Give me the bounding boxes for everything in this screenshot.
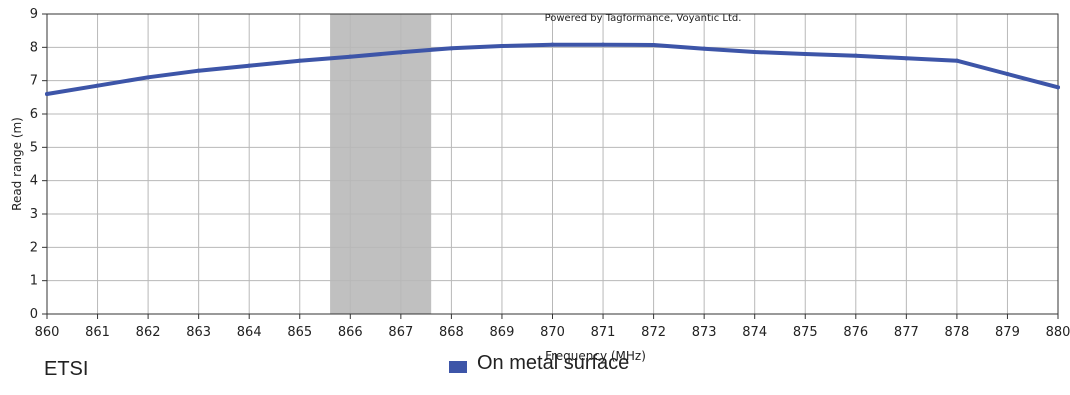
data-point: [954, 58, 959, 63]
data-point: [449, 46, 454, 51]
x-tick-label: 866: [338, 325, 363, 340]
data-point: [348, 54, 353, 59]
y-tick-label: 5: [30, 140, 38, 155]
x-tick-label: 880: [1046, 325, 1070, 340]
data-point: [196, 68, 201, 73]
y-tick-label: 0: [30, 307, 38, 322]
data-point: [45, 92, 49, 96]
y-tick-label: 7: [30, 74, 38, 89]
x-tick-label: 861: [85, 325, 110, 340]
x-tick-label: 865: [287, 325, 312, 340]
data-point: [853, 53, 858, 58]
etsi-band: [330, 14, 432, 314]
legend: On metal surface: [449, 352, 629, 375]
x-tick-label: 871: [591, 325, 616, 340]
y-tick-label: 6: [30, 107, 38, 122]
x-tick-label: 872: [641, 325, 666, 340]
x-tick-label: 877: [894, 325, 919, 340]
x-tick-label: 876: [843, 325, 868, 340]
y-tick-label: 3: [30, 207, 38, 222]
data-point: [752, 50, 757, 54]
x-tick-label: 873: [692, 325, 717, 340]
data-point: [601, 42, 606, 47]
band-label: ETSI: [44, 358, 89, 380]
x-tick-label: 878: [944, 325, 969, 340]
x-tick-label: 867: [388, 325, 413, 340]
data-point: [398, 50, 403, 55]
data-point: [95, 83, 100, 88]
data-point: [651, 43, 656, 47]
data-point: [904, 56, 909, 61]
x-tick-label: 874: [742, 325, 767, 340]
x-tick-label: 870: [540, 325, 565, 340]
y-tick-label: 4: [30, 174, 38, 189]
x-tick-label: 875: [793, 325, 818, 340]
data-point: [247, 63, 252, 68]
data-point: [297, 58, 302, 63]
y-axis-title: Read range (m): [10, 117, 24, 211]
data-point: [1005, 72, 1010, 76]
x-tick-label: 868: [439, 325, 464, 340]
data-point: [146, 75, 151, 80]
y-tick-label: 8: [30, 40, 38, 55]
y-tick-label: 9: [30, 7, 38, 22]
data-point: [702, 46, 707, 51]
x-tick-label: 864: [237, 325, 262, 340]
x-tick-label: 863: [186, 325, 211, 340]
data-point: [499, 44, 504, 48]
x-tick-label: 879: [995, 325, 1020, 340]
data-point: [550, 42, 555, 47]
legend-label: On metal surface: [477, 352, 630, 374]
x-tick-label: 869: [490, 325, 515, 340]
x-tick-label: 860: [35, 325, 60, 340]
x-axis-title: Frequency (MHz): [545, 349, 646, 363]
legend-swatch: [449, 360, 467, 373]
y-tick-label: 2: [30, 240, 38, 255]
data-point: [1056, 85, 1060, 90]
data-point: [803, 52, 808, 56]
y-tick-label: 1: [30, 274, 38, 289]
x-tick-label: 862: [136, 325, 161, 340]
watermark-text: Powered by Tagformance, Voyantic Ltd.: [545, 13, 742, 24]
